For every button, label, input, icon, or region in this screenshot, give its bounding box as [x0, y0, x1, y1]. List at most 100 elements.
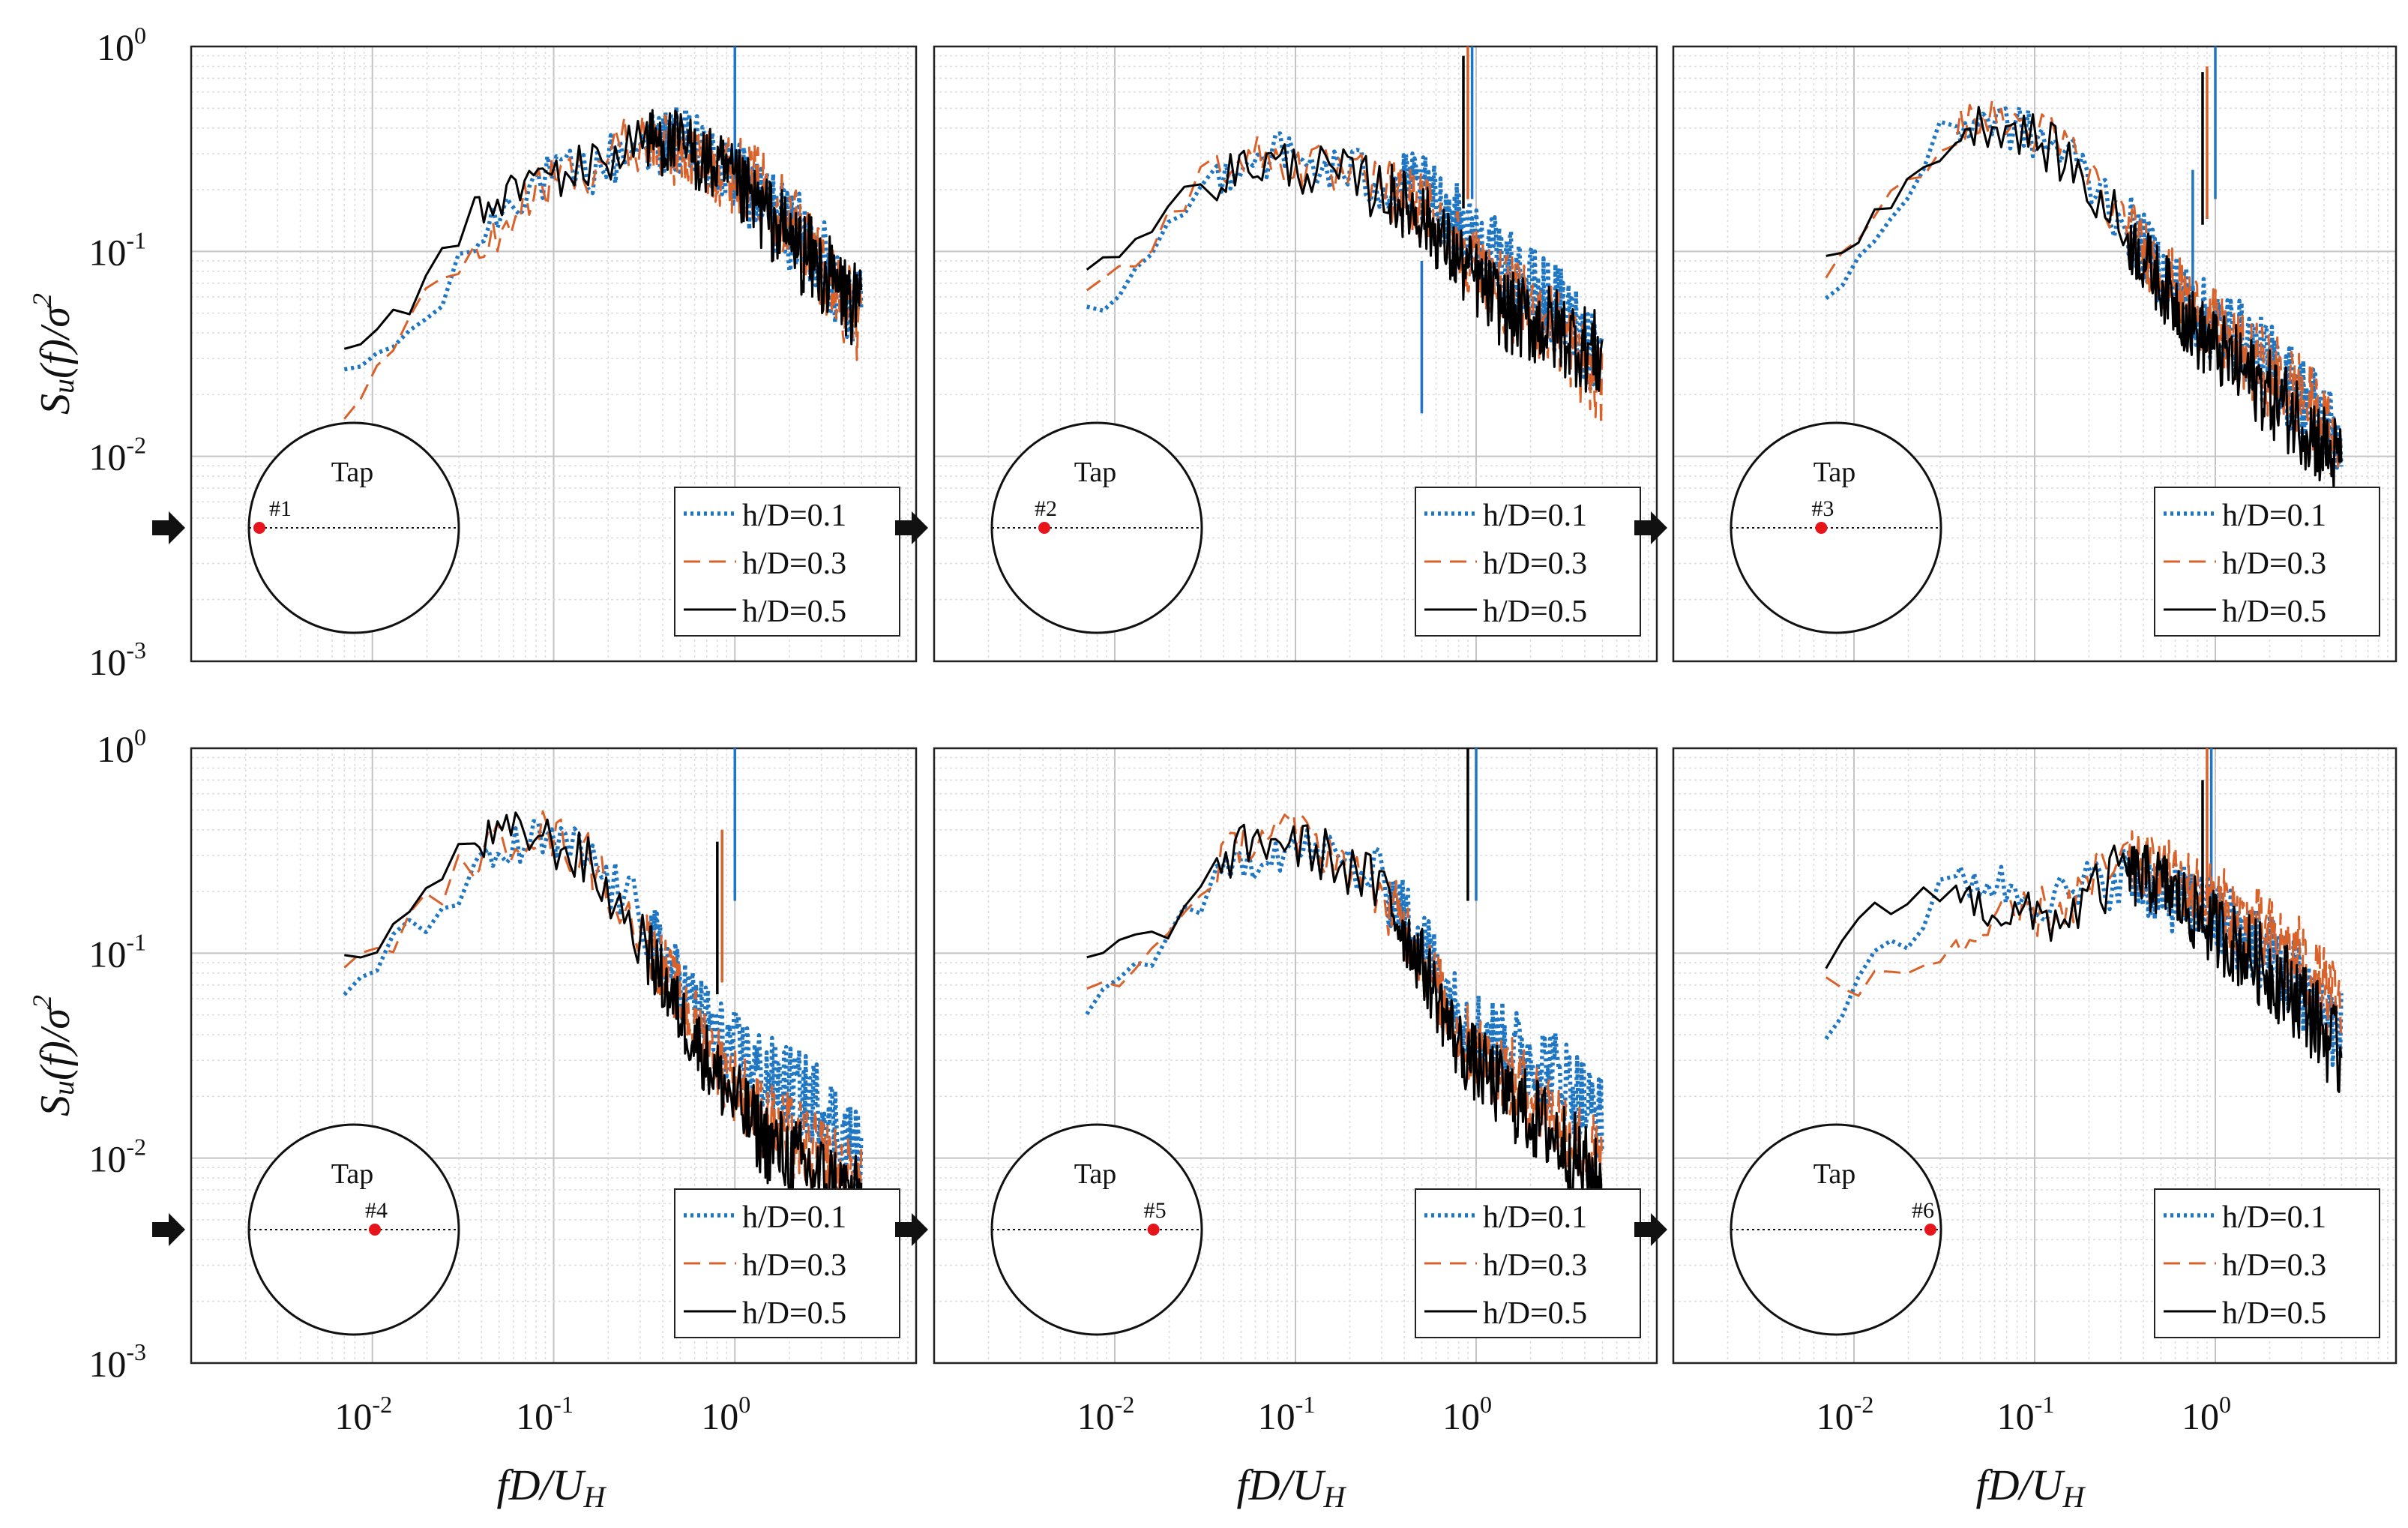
legend: h/D=0.1 h/D=0.3 h/D=0.5 [2154, 1188, 2380, 1338]
legend-label: h/D=0.5 [1483, 1296, 1587, 1331]
flow-arrow-icon [1634, 1213, 1667, 1246]
flow-arrow-icon [895, 1213, 928, 1246]
x-tick-label: 10-2 [1077, 1391, 1135, 1437]
series-line-h-D-0-3 [1825, 830, 2343, 1041]
flow-arrow-icon [152, 1213, 185, 1246]
flow-arrow-icon [895, 511, 928, 544]
series-group [1085, 748, 1604, 1228]
x-tick-label: 100 [2182, 1391, 2231, 1437]
y-tick-label: 10-1 [88, 928, 146, 975]
inset-tap-label: Tap [1813, 1158, 1855, 1190]
legend-label: h/D=0.1 [2222, 499, 2326, 533]
tap-number-label: #2 [1035, 496, 1057, 521]
legend-label: h/D=0.3 [742, 547, 846, 581]
tap-number-label: #3 [1811, 496, 1834, 521]
series-line-h-D-0-5 [1825, 844, 2343, 1093]
legend: h/D=0.1 h/D=0.3 h/D=0.5 [1415, 487, 1641, 637]
legend: h/D=0.1 h/D=0.3 h/D=0.5 [674, 1188, 900, 1338]
flow-arrow-icon [1634, 511, 1667, 544]
legend-label: h/D=0.5 [742, 1296, 846, 1331]
series-line-h-D-0-3 [1086, 135, 1604, 427]
tap-number-label: #5 [1144, 1198, 1167, 1223]
tap-marker [1924, 1224, 1936, 1236]
series-line-h-D-0-5 [344, 811, 863, 1235]
y-axis-label: Su(f)/σ2 [27, 995, 80, 1116]
x-tick-label: 100 [1442, 1391, 1492, 1437]
legend-label: h/D=0.5 [1483, 595, 1587, 629]
x-axis-label: fD/UH [497, 1461, 607, 1514]
y-tick-label: 100 [97, 724, 146, 770]
series-line-h-D-0-1 [343, 819, 864, 1196]
inset-tap-label: Tap [331, 1158, 373, 1190]
inset-tap-label: Tap [1074, 457, 1116, 488]
tap-location-inset: Tap #6 [1634, 1123, 1942, 1336]
y-axis-label: Su(f)/σ2 [27, 293, 80, 415]
legend-label: h/D=0.3 [2222, 1248, 2326, 1283]
x-tick-label: 10-1 [1258, 1391, 1316, 1437]
legend-label: h/D=0.1 [1483, 1200, 1587, 1235]
tap-marker [253, 522, 265, 534]
legend: h/D=0.1 h/D=0.3 h/D=0.5 [674, 487, 900, 637]
x-axis-label: fD/UH [1237, 1461, 1347, 1514]
inset-tap-label: Tap [331, 457, 373, 488]
x-tick-label: 10-1 [516, 1391, 574, 1437]
series-group [1824, 748, 2344, 1093]
plot-frame [1672, 45, 2398, 663]
x-axis-label: fD/UH [1976, 1461, 2086, 1514]
y-tick-label: 10-1 [88, 226, 146, 273]
tap-location-inset: Tap #1 [152, 421, 460, 634]
tap-marker [369, 1224, 381, 1236]
subplot-3: h/D=0.1 h/D=0.3 h/D=0.5 Tap #3 [1634, 45, 2398, 663]
legend-label: h/D=0.3 [1483, 1248, 1587, 1283]
plot-frame [933, 747, 1658, 1365]
plot-frame [190, 747, 918, 1365]
tap-marker [1038, 522, 1050, 534]
legend-label: h/D=0.5 [2222, 1296, 2326, 1331]
x-tick-label: 10-2 [334, 1391, 392, 1437]
plot-frame [190, 45, 918, 663]
legend-label: h/D=0.5 [742, 595, 846, 629]
subplot-5: 10-2 10-1 100 h/D=0.1 h/D=0.3 h/D=0.5 Tap #5 [895, 747, 1658, 1437]
y-tick-label: 10-2 [88, 432, 146, 478]
plot-frame [1672, 747, 2398, 1365]
subplot-2: h/D=0.1 h/D=0.3 h/D=0.5 Tap #2 [895, 45, 1658, 663]
legend-label: h/D=0.3 [742, 1248, 846, 1283]
legend-label: h/D=0.1 [1483, 499, 1587, 533]
series-group [1825, 46, 2344, 490]
y-tick-label: 10-3 [88, 637, 146, 683]
legend: h/D=0.1 h/D=0.3 h/D=0.5 [1415, 1188, 1641, 1338]
tap-number-label: #1 [269, 496, 292, 521]
tap-location-inset: Tap #3 [1634, 421, 1942, 634]
legend: h/D=0.1 h/D=0.3 h/D=0.5 [2154, 487, 2380, 637]
y-tick-label: 100 [97, 22, 146, 68]
tap-number-label: #6 [1912, 1198, 1934, 1223]
x-tick-label: 10-1 [1997, 1391, 2055, 1437]
legend-label: h/D=0.1 [742, 499, 846, 533]
subplot-4: 100 10-1 10-2 10-3 10-2 10-1 100 h/D=0.1 h/D=0.3… [88, 724, 918, 1437]
inset-tap-label: Tap [1813, 457, 1855, 488]
legend-label: h/D=0.1 [2222, 1200, 2326, 1235]
legend-label: h/D=0.3 [2222, 547, 2326, 581]
series-line-h-D-0-5 [343, 109, 863, 350]
subplot-1: 100 10-1 10-2 10-3 h/D=0.1 h/D=0.3 h/D=0.5 Tap #… [88, 22, 918, 683]
series-group [343, 748, 864, 1235]
plot-frame [933, 45, 1658, 663]
tap-marker [1147, 1224, 1160, 1236]
tap-location-inset: Tap #5 [895, 1123, 1203, 1336]
legend-label: h/D=0.5 [2222, 595, 2326, 629]
inset-tap-label: Tap [1074, 1158, 1116, 1190]
tap-location-inset: Tap #4 [152, 1123, 460, 1336]
legend-label: h/D=0.3 [1483, 547, 1587, 581]
series-line-h-D-0-5 [1086, 823, 1604, 1228]
x-tick-label: 10-2 [1816, 1391, 1874, 1437]
series-line-h-D-0-5 [1086, 143, 1604, 393]
legend-label: h/D=0.1 [742, 1200, 846, 1235]
tap-location-inset: Tap #2 [895, 421, 1203, 634]
tap-marker [1815, 522, 1828, 534]
flow-arrow-icon [152, 511, 185, 544]
x-tick-label: 100 [701, 1391, 750, 1437]
tap-number-label: #4 [365, 1198, 388, 1223]
y-tick-label: 10-3 [88, 1338, 146, 1385]
y-tick-label: 10-2 [88, 1134, 146, 1180]
